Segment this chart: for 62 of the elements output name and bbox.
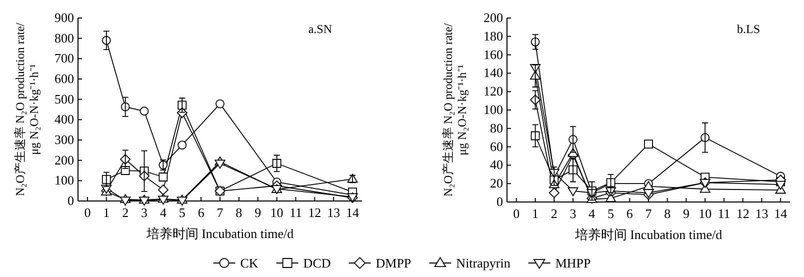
y-axis-title: N₂O产生速率 N₂O production rate/ μg N₂O-N·kg⁻¹·h⁻¹ [440,22,469,197]
x-tick-label: 6 [626,206,634,221]
x-tick-label: 9 [682,206,690,221]
x-tick-label: 2 [122,205,129,220]
legend-label: CK [240,256,259,270]
x-tick-label: 10 [270,205,284,220]
y-tick-label: 60 [490,138,503,154]
y-tick-label: 300 [54,132,74,147]
x-tick-label: 6 [198,205,205,220]
x-tick-label: 3 [141,205,148,220]
x-tick-label: 9 [254,205,262,220]
y-tick-label: 0 [68,193,74,208]
y-tick-label: 40 [490,157,503,172]
chart-title: b.LS [736,22,760,36]
x-tick-label: 0 [513,206,520,221]
y-tick-label: 160 [484,46,503,62]
x-tick-label: 5 [178,205,186,220]
x-tick-label: 4 [160,205,167,220]
y-tick-label: 20 [490,176,503,191]
y-tick-label: 800 [54,30,74,46]
x-tick-label: 14 [346,205,360,220]
x-tick-label: 4 [588,206,596,221]
x-tick-label: 0 [84,205,91,220]
x-tick-label: 12 [736,206,750,221]
x-tick-label: 3 [570,206,576,221]
y-tick-label: 180 [484,28,503,44]
y-tick-label: 140 [484,65,503,80]
y-tick-label: 700 [54,50,74,66]
x-tick-label: 13 [755,206,768,221]
y-tick-label: 0 [496,194,503,209]
x-tick-label: 1 [103,205,110,220]
y-tick-label: 200 [54,152,74,168]
x-tick-label: 8 [236,205,242,220]
legend-label: MHPP [555,256,591,270]
chart-title: a.SN [308,22,332,36]
y-tick-label: 100 [484,102,503,117]
y-tick-label: 600 [54,71,74,86]
legend-label: DCD [303,256,331,270]
x-tick-label: 12 [308,205,322,220]
x-axis-title: 培养时间 Incubation time/d [145,226,294,241]
legend-label: DMPP [376,256,412,270]
x-tick-label: 7 [645,206,652,221]
legend-label: Nitrapyrin [456,256,511,270]
x-tick-label: 8 [664,206,671,221]
y-axis-title: N₂O产生速率 N₂O production rate/ μg N₂O-N·kg⁻¹·h⁻¹ [12,22,41,196]
x-tick-label: 5 [608,206,614,221]
x-axis-title: 培养时间 Incubation time/d [574,227,723,242]
y-tick-label: 900 [54,10,74,25]
x-tick-label: 10 [698,206,712,221]
x-tick-label: 11 [289,205,302,220]
x-tick-label: 13 [327,205,340,220]
x-tick-label: 11 [718,206,730,221]
x-tick-label: 2 [550,206,558,221]
y-tick-label: 100 [54,172,74,188]
x-tick-label: 1 [532,206,539,221]
y-tick-label: 120 [484,84,503,99]
y-tick-label: 400 [54,112,74,127]
x-tick-label: 14 [774,206,788,221]
y-tick-label: 500 [54,91,74,106]
x-tick-label: 7 [216,205,224,220]
y-tick-label: 200 [484,10,503,25]
y-tick-label: 80 [490,120,503,136]
